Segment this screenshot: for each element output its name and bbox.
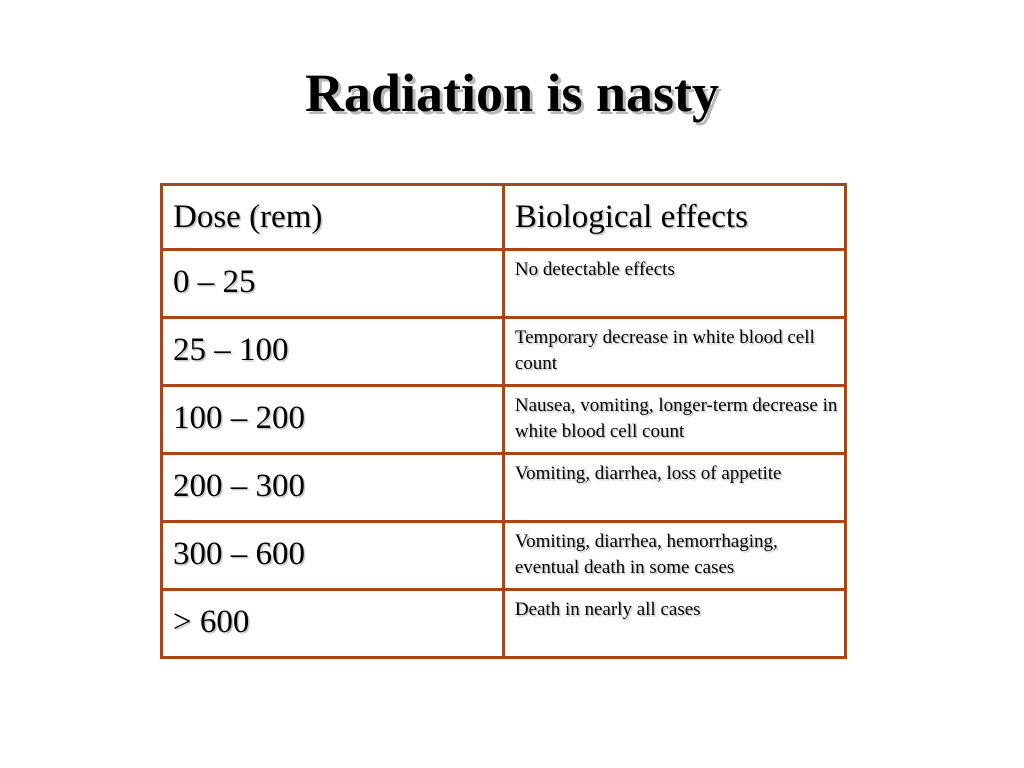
header-row: Dose (rem) Biological effects <box>160 183 848 251</box>
dose-table: Dose (rem) Biological effects 0 – 25 No d… <box>160 183 848 659</box>
table-row: 300 – 600 Vomiting, diarrhea, hemorrhagin… <box>160 520 848 591</box>
effect-cell: Vomiting, diarrhea, hemorrhaging, eventu… <box>501 520 848 591</box>
dose-cell: 200 – 300 <box>160 452 505 523</box>
effect-cell: Vomiting, diarrhea, loss of appetite <box>501 452 848 523</box>
dose-cell: 300 – 600 <box>160 520 505 591</box>
dose-cell: 0 – 25 <box>160 248 505 319</box>
effect-cell: No detectable effects <box>501 248 848 319</box>
slide-title: Radiation is nasty <box>304 63 720 123</box>
effect-cell: Temporary decrease in white blood cell c… <box>501 316 848 387</box>
header-cell: Biological effects <box>501 183 848 251</box>
table-row: 100 – 200 Nausea, vomiting, longer-term d… <box>160 384 848 455</box>
effect-cell: Nausea, vomiting, longer-term decrease i… <box>501 384 848 455</box>
table-row: > 600 Death in nearly all cases <box>160 588 848 659</box>
header-cell: Dose (rem) <box>160 183 505 251</box>
dose-cell: > 600 <box>160 588 505 659</box>
dose-cell: 100 – 200 <box>160 384 505 455</box>
table-row: 200 – 300 Vomiting, diarrhea, loss of app… <box>160 452 848 523</box>
effect-cell: Death in nearly all cases <box>501 588 848 659</box>
table-row: 25 – 100 Temporary decrease in white bloo… <box>160 316 848 387</box>
table-row: 0 – 25 No detectable effects <box>160 248 848 319</box>
dose-cell: 25 – 100 <box>160 316 505 387</box>
table-body: Dose (rem) Biological effects 0 – 25 No d… <box>160 183 848 659</box>
